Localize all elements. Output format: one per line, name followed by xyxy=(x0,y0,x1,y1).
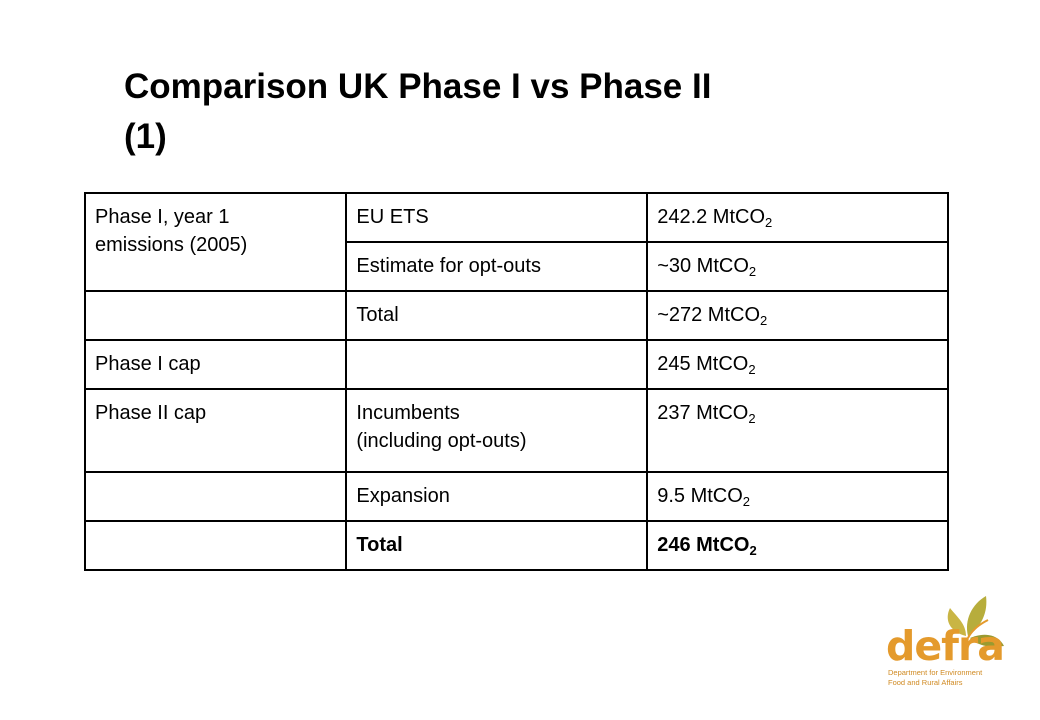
defra-logo: defra Department for Environment Food an… xyxy=(880,590,1030,700)
cell-value: 245 MtCO xyxy=(657,353,749,375)
table-row: Estimate for opt-outs ~30 MtCO2 xyxy=(85,241,949,292)
table-row: Phase I cap 245 MtCO2 xyxy=(83,339,949,390)
cell-value-subscript: 2 xyxy=(760,313,768,328)
cell-text: Total xyxy=(356,304,399,326)
table-cell-period xyxy=(83,290,348,341)
cell-value-subscript: 2 xyxy=(748,362,756,377)
table-row: Total ~272 MtCO2 xyxy=(83,290,949,341)
logo-subtitle-line1: Department for Environment xyxy=(888,668,983,677)
cell-value: 246 MtCO xyxy=(657,534,750,556)
table-cell-value: 9.5 MtCO2 xyxy=(646,471,949,522)
cell-text: Phase II cap xyxy=(95,402,207,424)
cell-text: Expansion xyxy=(356,485,450,507)
table-cell-period xyxy=(83,471,348,522)
slide-title-line2: (1) xyxy=(124,117,167,156)
logo-wordmark: defra xyxy=(886,622,1005,670)
logo-subtitle-line2: Food and Rural Affairs xyxy=(888,678,963,687)
cell-value-subscript: 2 xyxy=(748,411,756,426)
table-cell-category: Incumbents (including opt-outs) xyxy=(345,388,649,473)
cell-text: Incumbents xyxy=(356,402,460,424)
cell-text: emissions (2005) xyxy=(95,234,248,256)
logo-subtitle: Department for Environment Food and Rura… xyxy=(888,668,1028,688)
cell-text: EU ETS xyxy=(356,206,429,228)
table-cell-category xyxy=(345,339,649,390)
table-cell-period: Phase II cap xyxy=(83,388,348,473)
table-cell-value: 237 MtCO2 xyxy=(646,388,949,473)
cell-value-subscript: 2 xyxy=(765,215,773,230)
table-cell-category: Estimate for opt-outs xyxy=(345,241,649,292)
cell-value-subscript: 2 xyxy=(742,494,751,509)
cell-text: Phase I cap xyxy=(95,353,201,375)
table-cell-category: Total xyxy=(345,290,649,341)
table-cell-value: ~272 MtCO2 xyxy=(646,290,949,341)
cell-value: 242.2 MtCO xyxy=(657,206,766,228)
cell-value: ~30 MtCO xyxy=(657,255,749,277)
leaf-icon xyxy=(947,596,1004,647)
table-cell-value: ~30 MtCO2 xyxy=(646,241,949,292)
table-cell-period xyxy=(83,520,348,571)
table-cell-period: Phase I, year 1 emissions (2005) xyxy=(83,192,348,292)
cell-text: Phase I, year 1 xyxy=(95,206,230,228)
comparison-table: Phase I, year 1 emissions (2005) EU ETS … xyxy=(83,192,949,571)
table-cell-value: 245 MtCO2 xyxy=(646,339,949,390)
cell-value-subscript: 2 xyxy=(748,264,757,279)
slide-title-line1: Comparison UK Phase I vs Phase II xyxy=(124,67,712,106)
cell-text: Estimate for opt-outs xyxy=(356,255,541,277)
table-cell-category: EU ETS xyxy=(345,192,649,243)
cell-value-subscript: 2 xyxy=(749,543,757,558)
table-row-total: Total 246 MtCO2 xyxy=(83,520,949,571)
table-row: Expansion 9.5 MtCO2 xyxy=(83,471,949,522)
slide-title: Comparison UK Phase I vs Phase II (1) xyxy=(124,62,884,162)
table-cell-category: Total xyxy=(345,520,649,571)
table-cell-period: Phase I cap xyxy=(83,339,348,390)
cell-value: ~272 MtCO xyxy=(657,304,761,326)
cell-text: (including opt-outs) xyxy=(356,430,527,452)
table-cell-category: Expansion xyxy=(345,471,649,522)
cell-text: Total xyxy=(356,534,403,556)
table-row: Phase II cap Incumbents (including opt-o… xyxy=(83,388,949,473)
table-row: Phase I, year 1 emissions (2005) EU ETS … xyxy=(83,192,949,292)
cell-value: 9.5 MtCO xyxy=(657,485,743,507)
table-cell-value: 246 MtCO2 xyxy=(646,520,949,571)
cell-value: 237 MtCO xyxy=(657,402,749,424)
table-cell-value: 242.2 MtCO2 xyxy=(646,192,949,243)
